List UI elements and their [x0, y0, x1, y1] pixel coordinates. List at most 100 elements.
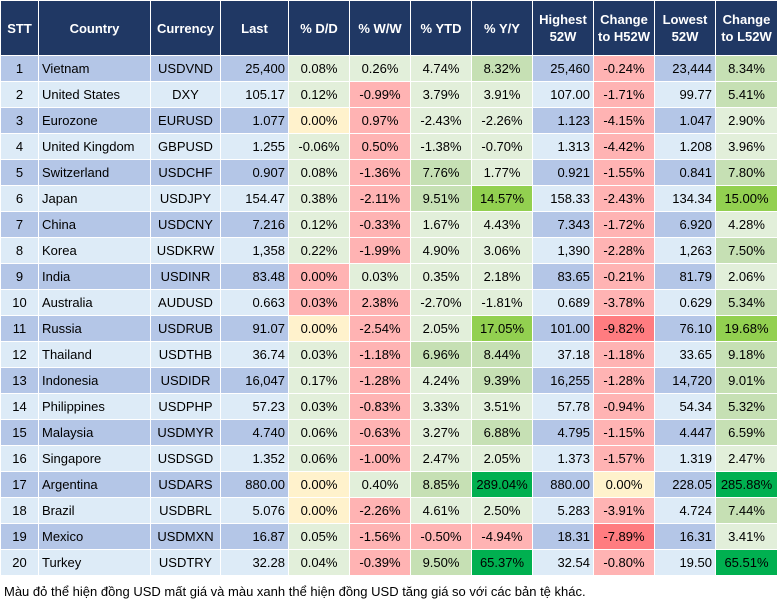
cell-pct-dd: 0.17% [289, 368, 350, 394]
cell-currency: USDVND [151, 56, 221, 82]
header-pct-yy: % Y/Y [472, 1, 533, 56]
cell-change-h52w: -1.18% [594, 342, 655, 368]
header-stt: STT [1, 1, 39, 56]
cell-last: 0.907 [221, 160, 289, 186]
cell-country: Argentina [39, 472, 151, 498]
cell-highest-52w: 5.283 [533, 498, 594, 524]
cell-pct-dd: 0.00% [289, 498, 350, 524]
cell-pct-ytd: 3.33% [411, 394, 472, 420]
cell-change-h52w: -1.71% [594, 82, 655, 108]
cell-pct-ww: -0.33% [350, 212, 411, 238]
cell-change-l52w: 6.59% [716, 420, 777, 446]
cell-highest-52w: 1.373 [533, 446, 594, 472]
cell-last: 880.00 [221, 472, 289, 498]
cell-pct-dd: 0.03% [289, 290, 350, 316]
cell-pct-dd: 0.06% [289, 446, 350, 472]
cell-last: 25,400 [221, 56, 289, 82]
cell-change-h52w: -0.24% [594, 56, 655, 82]
cell-lowest-52w: 134.34 [655, 186, 716, 212]
cell-stt: 1 [1, 56, 39, 82]
cell-lowest-52w: 99.77 [655, 82, 716, 108]
cell-pct-ww: 2.38% [350, 290, 411, 316]
cell-country: Korea [39, 238, 151, 264]
cell-pct-dd: 0.04% [289, 550, 350, 576]
cell-pct-yy: 3.51% [472, 394, 533, 420]
header-country: Country [39, 1, 151, 56]
cell-country: United States [39, 82, 151, 108]
cell-country: Australia [39, 290, 151, 316]
cell-lowest-52w: 14,720 [655, 368, 716, 394]
cell-lowest-52w: 54.34 [655, 394, 716, 420]
cell-lowest-52w: 6.920 [655, 212, 716, 238]
cell-country: Philippines [39, 394, 151, 420]
cell-last: 36.74 [221, 342, 289, 368]
cell-pct-ww: -1.56% [350, 524, 411, 550]
cell-pct-yy: 14.57% [472, 186, 533, 212]
cell-pct-ytd: 4.90% [411, 238, 472, 264]
cell-country: Turkey [39, 550, 151, 576]
cell-pct-ytd: 9.50% [411, 550, 472, 576]
cell-stt: 5 [1, 160, 39, 186]
cell-highest-52w: 0.689 [533, 290, 594, 316]
cell-highest-52w: 101.00 [533, 316, 594, 342]
cell-lowest-52w: 23,444 [655, 56, 716, 82]
cell-highest-52w: 1.313 [533, 134, 594, 160]
cell-pct-ytd: 0.35% [411, 264, 472, 290]
cell-pct-yy: -2.26% [472, 108, 533, 134]
cell-currency: USDCNY [151, 212, 221, 238]
cell-change-h52w: -4.15% [594, 108, 655, 134]
cell-pct-dd: 0.06% [289, 420, 350, 446]
cell-change-h52w: -1.55% [594, 160, 655, 186]
cell-pct-dd: 0.08% [289, 56, 350, 82]
cell-pct-ytd: 3.79% [411, 82, 472, 108]
cell-lowest-52w: 0.841 [655, 160, 716, 186]
cell-change-h52w: -0.21% [594, 264, 655, 290]
cell-highest-52w: 1.123 [533, 108, 594, 134]
cell-country: Mexico [39, 524, 151, 550]
cell-last: 105.17 [221, 82, 289, 108]
cell-stt: 19 [1, 524, 39, 550]
cell-stt: 16 [1, 446, 39, 472]
cell-change-l52w: 4.28% [716, 212, 777, 238]
cell-pct-yy: -0.70% [472, 134, 533, 160]
cell-country: Vietnam [39, 56, 151, 82]
cell-stt: 8 [1, 238, 39, 264]
cell-highest-52w: 83.65 [533, 264, 594, 290]
cell-change-h52w: -3.91% [594, 498, 655, 524]
cell-lowest-52w: 228.05 [655, 472, 716, 498]
cell-change-h52w: -0.80% [594, 550, 655, 576]
cell-pct-ww: -1.18% [350, 342, 411, 368]
header-lowest-52w: Lowest 52W [655, 1, 716, 56]
cell-change-l52w: 7.50% [716, 238, 777, 264]
cell-pct-yy: 3.06% [472, 238, 533, 264]
cell-pct-ytd: 4.24% [411, 368, 472, 394]
cell-pct-dd: -0.06% [289, 134, 350, 160]
cell-pct-dd: 0.08% [289, 160, 350, 186]
cell-change-l52w: 15.00% [716, 186, 777, 212]
cell-pct-ytd: 2.05% [411, 316, 472, 342]
cell-last: 1.352 [221, 446, 289, 472]
cell-lowest-52w: 16.31 [655, 524, 716, 550]
cell-change-l52w: 7.80% [716, 160, 777, 186]
cell-currency: USDBRL [151, 498, 221, 524]
cell-change-h52w: -0.94% [594, 394, 655, 420]
cell-pct-ytd: 1.67% [411, 212, 472, 238]
cell-last: 1.077 [221, 108, 289, 134]
cell-stt: 17 [1, 472, 39, 498]
cell-stt: 6 [1, 186, 39, 212]
cell-currency: USDMXN [151, 524, 221, 550]
cell-lowest-52w: 0.629 [655, 290, 716, 316]
cell-highest-52w: 18.31 [533, 524, 594, 550]
cell-change-l52w: 19.68% [716, 316, 777, 342]
cell-pct-ww: -2.54% [350, 316, 411, 342]
